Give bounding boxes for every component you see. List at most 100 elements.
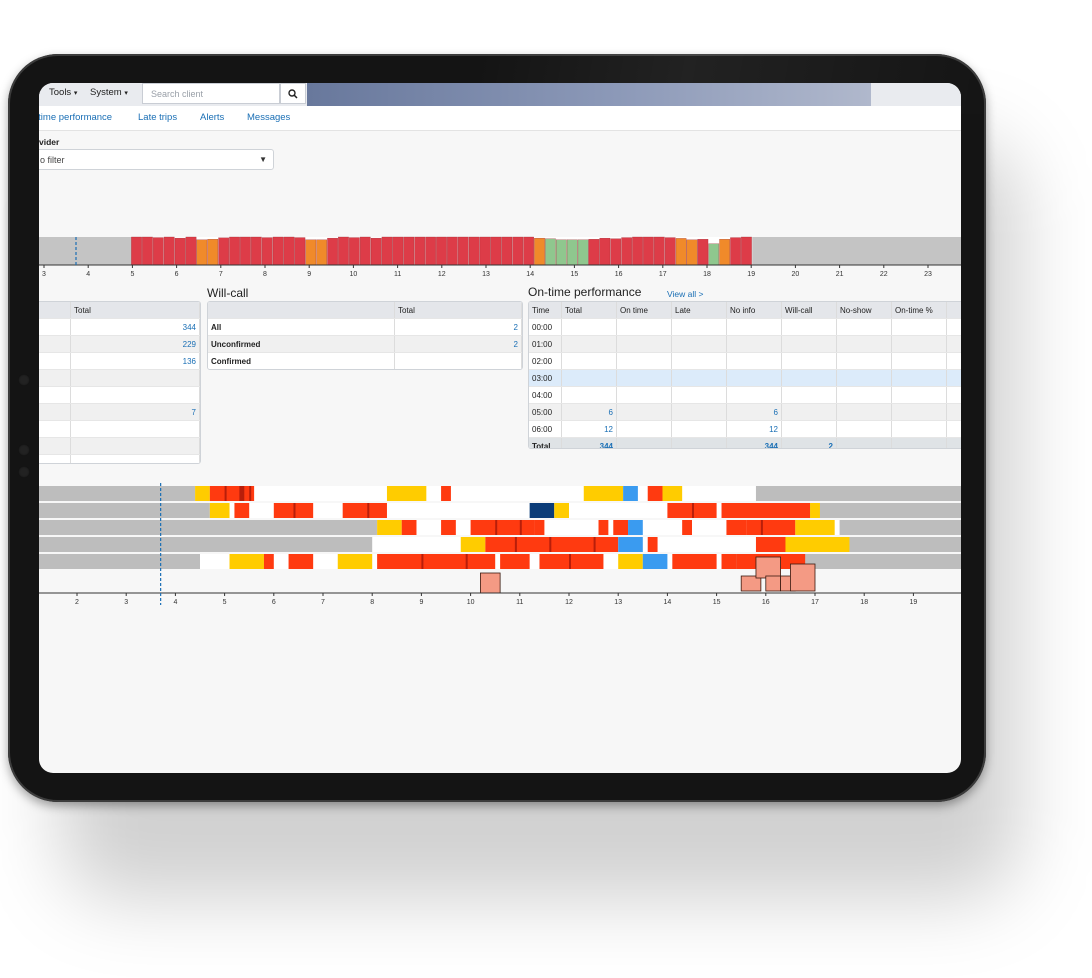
gantt-tick-label: 8	[370, 599, 374, 606]
on-time-cell	[561, 386, 617, 404]
gantt-trip-segment	[795, 520, 835, 535]
summary-cell	[70, 420, 200, 438]
timeline-bar	[327, 237, 338, 266]
gantt-overlap-block	[765, 575, 781, 592]
search-button[interactable]	[280, 83, 306, 104]
will-call-row-value	[394, 352, 522, 369]
on-time-cell	[946, 318, 961, 336]
on-time-cell	[616, 420, 672, 438]
timeline-bar	[664, 237, 676, 266]
on-time-column-header: Time	[529, 302, 562, 319]
gantt-tick-label: 12	[565, 599, 573, 606]
timeline-tick-label: 15	[571, 271, 579, 278]
timeline-tick-label: 12	[438, 271, 446, 278]
summary-table: Total 344 229 136 7	[39, 302, 200, 463]
timeline-tick-label: 22	[880, 271, 888, 278]
timeline-bar	[436, 236, 447, 266]
gantt-row-track	[39, 486, 961, 501]
on-time-total-cell	[671, 437, 727, 448]
timeline-bar	[523, 236, 534, 266]
on-time-cell: 06:00	[529, 420, 562, 438]
on-time-cell	[561, 369, 617, 387]
provider-filter-select[interactable]: o filter ▼	[39, 149, 274, 170]
gantt-trip-segment	[500, 554, 530, 569]
timeline-tick-label: 19	[747, 271, 755, 278]
tab-on-time-performance[interactable]: -time performance	[39, 112, 113, 123]
on-time-cell	[616, 386, 672, 404]
timeline-bar	[403, 236, 415, 266]
on-time-total-cell	[891, 437, 947, 448]
gantt-trip-segment	[288, 554, 314, 569]
gantt-idle-block	[755, 486, 961, 501]
gantt-trip-segment	[618, 554, 643, 569]
summary-cell	[70, 437, 200, 455]
timeline-tick-label: 21	[836, 271, 844, 278]
gantt-trip-segment	[342, 503, 387, 518]
gantt-trip-segment	[377, 520, 402, 535]
on-time-table: Time Total On time Late No info Will-call No-s…	[529, 302, 961, 448]
on-time-cell	[726, 369, 782, 387]
gantt-trip-segment	[229, 554, 264, 569]
on-time-cell	[726, 318, 782, 336]
gantt-trip-segment	[746, 520, 796, 535]
summary-total-header: Total	[70, 302, 200, 319]
on-time-cell	[616, 369, 672, 387]
gantt-tick-label: 11	[516, 599, 523, 606]
tab-alerts[interactable]: Alerts	[200, 112, 225, 123]
summary-cell: 7	[70, 403, 200, 421]
timeline-tick-label: 4	[86, 271, 90, 278]
will-call-row-label: Unconfirmed	[208, 335, 395, 353]
on-time-total-cell	[946, 437, 961, 448]
timeline-bar	[153, 237, 164, 266]
on-time-cell: 12	[726, 420, 782, 438]
on-time-cell	[781, 386, 837, 404]
on-time-cell	[616, 318, 672, 336]
gantt-trip-segment	[662, 486, 683, 501]
on-time-total-cell: 344	[726, 437, 782, 448]
on-time-cell	[781, 403, 837, 421]
gantt-trip-segment	[810, 503, 820, 518]
system-menu[interactable]: System ▾	[90, 87, 128, 98]
gantt-trip-segment	[785, 537, 850, 552]
on-time-total-cell: 2	[781, 437, 837, 448]
gantt-trip-segment	[239, 486, 245, 501]
gantt-tick-label: 10	[467, 599, 475, 606]
on-time-cell	[836, 352, 892, 370]
timeline-bar	[730, 237, 741, 266]
timeline-bar	[610, 238, 622, 266]
tools-menu[interactable]: Tools ▾	[49, 87, 77, 98]
timeline-bar	[741, 236, 752, 266]
gantt-trip-segment	[401, 520, 417, 535]
gantt-trip-segment	[618, 537, 643, 552]
on-time-cell	[671, 352, 727, 370]
summary-cell: 136	[70, 352, 200, 370]
timeline-tick-label: 8	[263, 271, 267, 278]
on-time-total-cell	[616, 437, 672, 448]
gantt-trip-segment	[460, 537, 486, 552]
on-time-cell: 00:00	[529, 318, 562, 336]
timeline-tick-label: 14	[526, 271, 534, 278]
gantt-tick-label: 13	[614, 599, 622, 606]
gantt-trip-segment	[554, 503, 569, 518]
on-time-cell	[946, 352, 961, 370]
timeline-tick-label: 10	[350, 271, 358, 278]
summary-cell	[70, 369, 200, 387]
gantt-tick-label: 16	[762, 599, 770, 606]
gantt-trip-segment	[195, 486, 210, 501]
search-client-input[interactable]: Search client	[142, 83, 280, 104]
gantt-stripe	[569, 554, 571, 569]
gantt-trip-segment	[441, 486, 451, 501]
timeline-tick-label: 13	[482, 271, 490, 278]
tab-late-trips[interactable]: Late trips	[138, 112, 178, 123]
tab-messages[interactable]: Messages	[247, 112, 291, 123]
on-time-cell	[616, 403, 672, 421]
timeline-bar	[534, 237, 545, 266]
view-all-link[interactable]: View all >	[667, 289, 704, 299]
timeline-bar	[479, 236, 491, 266]
gantt-trip-segment	[209, 486, 255, 501]
on-time-cell: 05:00	[529, 403, 562, 421]
gantt-tick-label: 3	[124, 599, 128, 606]
timeline-bar	[675, 238, 687, 266]
on-time-cell	[671, 318, 727, 336]
summary-table-panel: Total 344 229 136 7	[39, 301, 201, 464]
